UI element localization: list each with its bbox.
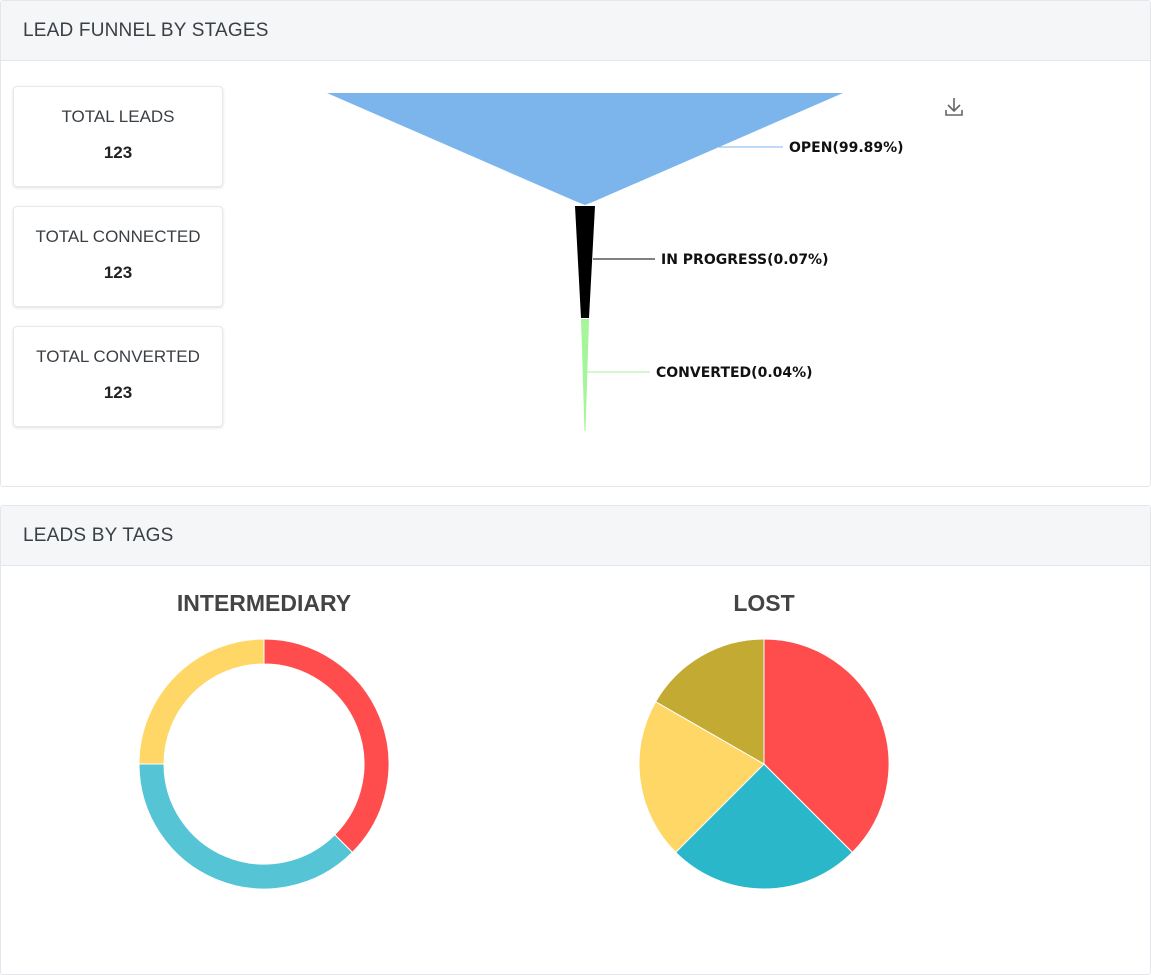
donut-slice[interactable] xyxy=(138,763,354,890)
total-leads-card: TOTAL LEADS 123 xyxy=(13,86,223,187)
funnel-label: CONVERTED(0.04%) xyxy=(656,365,813,381)
pie-slice[interactable] xyxy=(654,638,765,765)
funnel-chart: OPEN(99.89%) IN PROGRESS(0.07%) CONVERTED(… xyxy=(327,93,904,431)
donut-slice[interactable] xyxy=(138,638,265,765)
donut-slice[interactable] xyxy=(263,638,390,854)
lead-funnel-panel: LEAD FUNNEL BY STAGES TOTAL LEADS 123 TO… xyxy=(0,0,1151,487)
funnel-label: IN PROGRESS(0.07%) xyxy=(661,252,828,268)
funnel-segment-open[interactable] xyxy=(327,93,843,205)
pie-slice[interactable] xyxy=(763,638,890,854)
funnel-segment-converted[interactable] xyxy=(581,319,589,431)
download-icon[interactable] xyxy=(942,95,966,119)
panel-title: LEAD FUNNEL BY STAGES xyxy=(23,19,269,41)
tags-charts xyxy=(138,638,890,890)
funnel-segment-in-progress[interactable] xyxy=(575,206,595,318)
total-connected-card: TOTAL CONNECTED 123 xyxy=(13,206,223,307)
panel-header: LEADS BY TAGS xyxy=(1,506,1150,566)
stat-label: TOTAL LEADS xyxy=(61,107,175,126)
stat-value: 123 xyxy=(103,143,133,162)
panel-title: LEADS BY TAGS xyxy=(23,524,174,546)
stat-value: 123 xyxy=(103,263,133,282)
stat-value: 123 xyxy=(103,383,133,402)
funnel-label: OPEN(99.89%) xyxy=(789,140,904,156)
pie-slice[interactable] xyxy=(638,701,765,854)
panel-header: LEAD FUNNEL BY STAGES xyxy=(1,1,1150,61)
chart-title-intermediary: INTERMEDIARY xyxy=(176,590,352,616)
pie-slice[interactable] xyxy=(674,763,854,890)
stat-label: TOTAL CONVERTED xyxy=(36,347,200,366)
chart-title-lost: LOST xyxy=(733,590,795,616)
stat-label: TOTAL CONNECTED xyxy=(35,227,201,246)
total-converted-card: TOTAL CONVERTED 123 xyxy=(13,326,223,427)
leads-by-tags-panel: LEADS BY TAGS INTERMEDIARY LOST xyxy=(0,505,1151,975)
